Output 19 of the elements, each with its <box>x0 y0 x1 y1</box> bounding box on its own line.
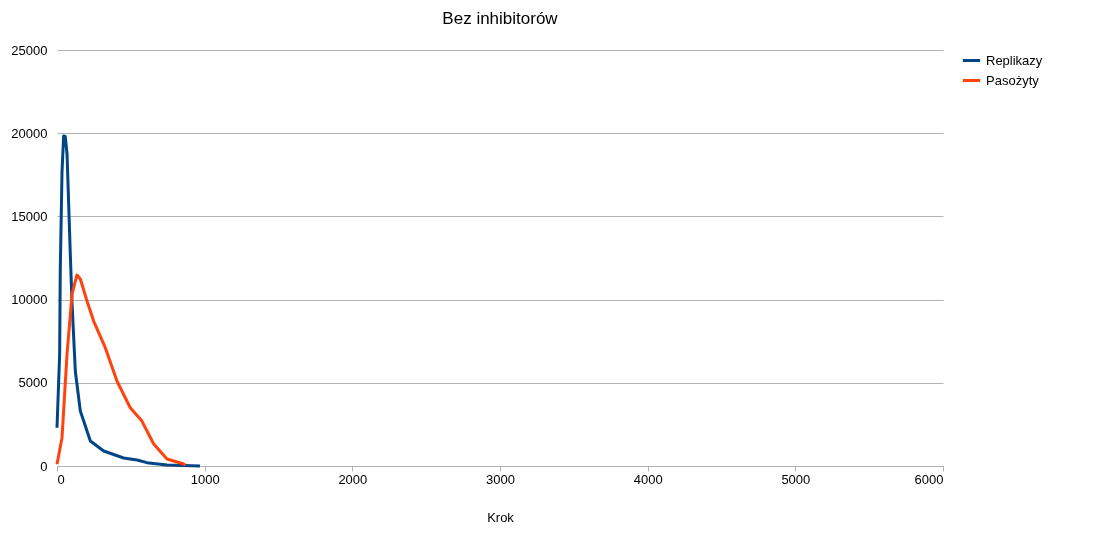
y-tick-label: 0 <box>40 458 48 474</box>
line-series <box>55 273 187 467</box>
x-tick-label: 3000 <box>486 471 515 487</box>
x-tick-label: 4000 <box>633 471 663 487</box>
y-tick-label: 5000 <box>18 375 48 391</box>
legend-label: Pasożyty <box>986 72 1040 88</box>
legend-label: Replikazy <box>986 52 1043 68</box>
x-tick-label: 5000 <box>781 471 811 487</box>
x-tick-label: 1000 <box>190 471 220 487</box>
x-tick-label: 6000 <box>914 471 944 487</box>
y-tick-label: 10000 <box>11 292 48 308</box>
y-tick-label: 25000 <box>11 42 48 58</box>
x-tick-label: 2000 <box>338 471 368 487</box>
line-series <box>55 134 202 468</box>
chart-title: Bez inhibitorów <box>442 9 559 28</box>
x-tick-label: 0 <box>57 471 65 487</box>
x-axis-title: Krok <box>487 509 515 525</box>
y-tick-label: 15000 <box>11 208 48 224</box>
y-tick-label: 20000 <box>11 125 48 141</box>
